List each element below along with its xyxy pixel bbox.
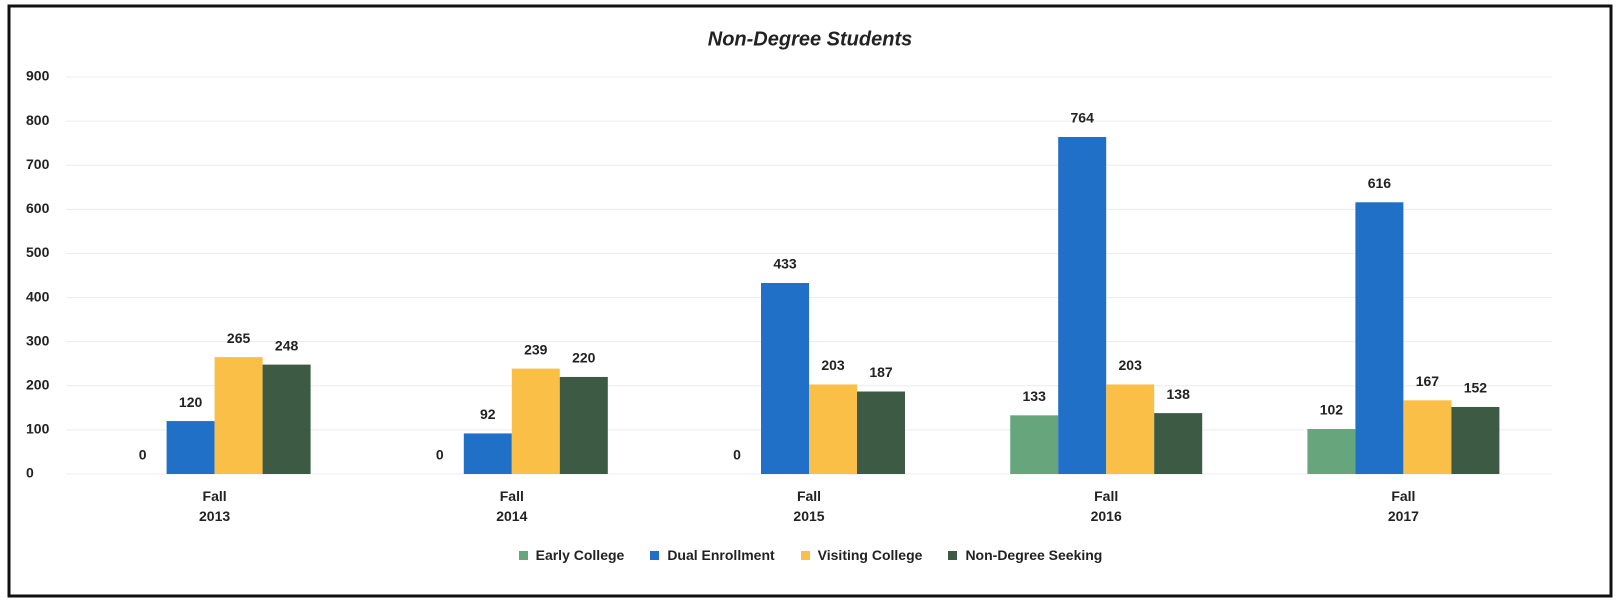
y-tick-label: 600 — [26, 200, 50, 216]
x-tick-label: Fall 2017 — [1387, 488, 1419, 524]
legend-item: Visiting College — [800, 547, 923, 563]
chart-title: Non-Degree Students — [708, 28, 912, 50]
legend-swatch — [800, 550, 810, 560]
data-label: 203 — [821, 357, 845, 373]
y-tick-label: 900 — [26, 68, 50, 84]
y-tick-label: 400 — [26, 288, 50, 304]
legend-label: Dual Enrollment — [667, 547, 775, 563]
data-label: 239 — [524, 341, 548, 357]
x-tick-label: Fall 2015 — [793, 488, 825, 524]
data-label: 152 — [1464, 380, 1488, 396]
y-tick-label: 200 — [26, 376, 50, 392]
bar — [1106, 384, 1155, 474]
x-tick-label: Fall 2016 — [1090, 488, 1122, 524]
x-tick-label: Fall 2013 — [199, 488, 231, 524]
y-tick-label: 500 — [26, 244, 50, 260]
legend-label: Visiting College — [817, 547, 923, 563]
y-tick-label: 0 — [26, 465, 34, 481]
y-tick-label: 100 — [26, 421, 50, 437]
data-label: 220 — [572, 350, 596, 366]
data-label: 102 — [1320, 402, 1344, 418]
x-tick-label: Fall 2014 — [496, 488, 528, 524]
bar — [857, 391, 905, 474]
legend-swatch — [948, 550, 958, 560]
bar — [262, 364, 311, 474]
data-label: 616 — [1368, 175, 1392, 191]
data-label: 120 — [179, 394, 203, 410]
data-label: 265 — [227, 330, 251, 346]
legend-swatch — [518, 550, 528, 560]
bar — [1307, 429, 1356, 474]
data-label: 133 — [1023, 388, 1047, 404]
bar — [166, 421, 215, 474]
data-label: 203 — [1119, 357, 1143, 373]
legend: Early College Dual Enrollment Visiting Col… — [0, 547, 1621, 563]
data-label: 167 — [1416, 373, 1440, 389]
data-label: 138 — [1167, 386, 1191, 402]
bar — [1355, 202, 1404, 474]
data-label: 92 — [480, 406, 496, 422]
bar — [463, 433, 512, 474]
legend-label: Early College — [535, 547, 625, 563]
bar — [1010, 415, 1059, 474]
bar — [214, 357, 263, 474]
bar — [761, 282, 809, 474]
data-label: 187 — [869, 364, 893, 380]
data-label: 0 — [733, 447, 741, 463]
data-label: 433 — [773, 256, 797, 272]
bar — [809, 384, 857, 474]
legend-label: Non-Degree Seeking — [965, 547, 1103, 563]
y-tick-label: 800 — [26, 112, 50, 128]
bar — [1403, 400, 1452, 474]
legend-item: Early College — [518, 547, 625, 563]
y-tick-label: 700 — [26, 156, 50, 172]
data-label: 764 — [1071, 110, 1095, 126]
y-tick-label: 300 — [26, 332, 50, 348]
bar — [1451, 406, 1500, 474]
frame — [7, 4, 1613, 598]
data-label: 248 — [275, 337, 299, 353]
legend-swatch — [650, 550, 660, 560]
data-label: 0 — [436, 447, 444, 463]
bar — [1154, 413, 1203, 474]
legend-item: Dual Enrollment — [650, 547, 775, 563]
data-label: 0 — [139, 447, 147, 463]
bar — [1058, 136, 1107, 475]
bar — [511, 368, 560, 474]
bar — [559, 376, 608, 474]
legend-item: Non-Degree Seeking — [948, 547, 1102, 563]
